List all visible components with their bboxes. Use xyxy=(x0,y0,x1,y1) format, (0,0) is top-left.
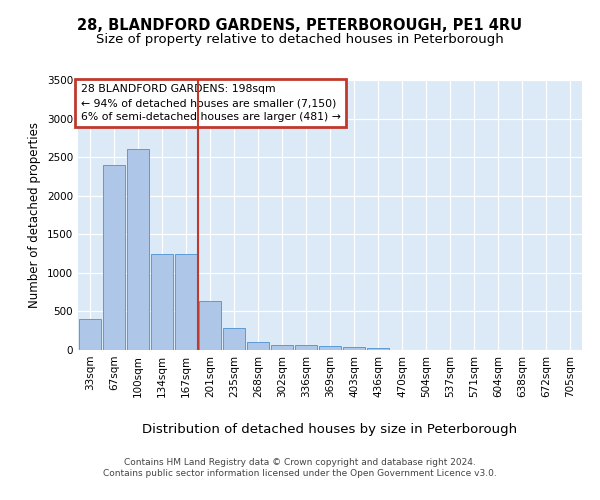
Bar xyxy=(199,302,221,350)
Text: 28, BLANDFORD GARDENS, PETERBOROUGH, PE1 4RU: 28, BLANDFORD GARDENS, PETERBOROUGH, PE1… xyxy=(77,18,523,32)
Bar xyxy=(151,254,173,350)
Bar xyxy=(127,150,149,350)
Bar xyxy=(271,346,293,350)
Bar xyxy=(343,347,365,350)
Y-axis label: Number of detached properties: Number of detached properties xyxy=(28,122,41,308)
Bar xyxy=(79,319,101,350)
Text: 28 BLANDFORD GARDENS: 198sqm
← 94% of detached houses are smaller (7,150)
6% of : 28 BLANDFORD GARDENS: 198sqm ← 94% of de… xyxy=(80,84,340,122)
Text: Distribution of detached houses by size in Peterborough: Distribution of detached houses by size … xyxy=(142,422,518,436)
Text: Contains HM Land Registry data © Crown copyright and database right 2024.
Contai: Contains HM Land Registry data © Crown c… xyxy=(103,458,497,477)
Bar xyxy=(175,254,197,350)
Bar xyxy=(295,346,317,350)
Bar xyxy=(247,342,269,350)
Bar xyxy=(223,328,245,350)
Bar xyxy=(319,346,341,350)
Bar xyxy=(103,165,125,350)
Text: Size of property relative to detached houses in Peterborough: Size of property relative to detached ho… xyxy=(96,32,504,46)
Bar xyxy=(367,348,389,350)
